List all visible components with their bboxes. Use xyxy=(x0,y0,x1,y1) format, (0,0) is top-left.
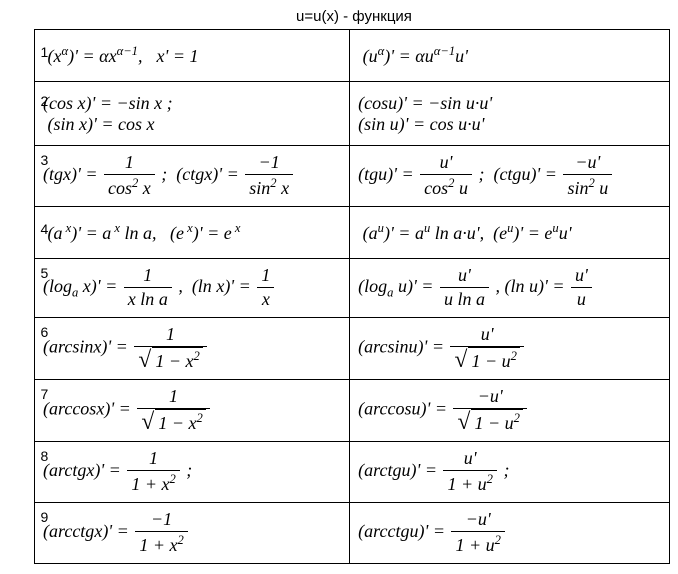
cell-8-right: (arctgu)' = u'1 + u2 ; xyxy=(350,441,670,502)
cell-2-right: (cosu)' = −sin u·u' (sin u)' = cos u·u' xyxy=(350,82,670,146)
table-header: u=u(x) - функция xyxy=(4,8,674,25)
cell-9-left: 9 (arcctgx)' = −11 + x2 xyxy=(35,502,350,563)
cell-8-left: 8 (arctgx)' = 11 + x2 ; xyxy=(35,441,350,502)
cell-3-left: 3 (tgx)' = 1cos2 x ; (ctgx)' = −1sin2 x xyxy=(35,146,350,207)
row-number: 3 xyxy=(41,152,49,168)
row-number: 5 xyxy=(41,265,49,281)
cell-1-right: (uα)' = αuα−1u' xyxy=(350,30,670,82)
cell-6-right: (arcsinu)' = u'1 − u2 xyxy=(350,317,670,379)
row-number: 6 xyxy=(41,324,49,340)
row-number: 7 xyxy=(41,386,49,402)
cell-7-left: 7 (arccosx)' = 11 − x2 xyxy=(35,379,350,441)
cell-5-left: 5 (loga x)' = 1x ln a , (ln x)' = 1x xyxy=(35,258,350,317)
cell-6-left: 6 (arcsinx)' = 11 − x2 xyxy=(35,317,350,379)
row-number: 4 xyxy=(41,221,49,237)
cell-3-right: (tgu)' = u'cos2 u ; (ctgu)' = −u'sin2 u xyxy=(350,146,670,207)
row-number: 9 xyxy=(41,509,49,525)
cell-2-left: 2 (cos x)' = −sin x ; (sin x)' = cos x xyxy=(35,82,350,146)
cell-4-left: 4 (a x)' = a x ln a, (e x)' = e x xyxy=(35,206,350,258)
cell-4-right: (au)' = au ln a·u', (eu)' = euu' xyxy=(350,206,670,258)
cell-1-left: 1 (xα)' = αxα−1,x' = 1 xyxy=(35,30,350,82)
row-number: 1 xyxy=(41,44,49,60)
derivatives-table: 1 (xα)' = αxα−1,x' = 1 (uα)' = αuα−1u' 2… xyxy=(34,29,670,564)
cell-7-right: (arccosu)' = −u'1 − u2 xyxy=(350,379,670,441)
row-number: 8 xyxy=(41,448,49,464)
row-number: 2 xyxy=(41,93,49,109)
cell-9-right: (arcctgu)' = −u'1 + u2 xyxy=(350,502,670,563)
cell-5-right: (loga u)' = u'u ln a , (ln u)' = u'u xyxy=(350,258,670,317)
